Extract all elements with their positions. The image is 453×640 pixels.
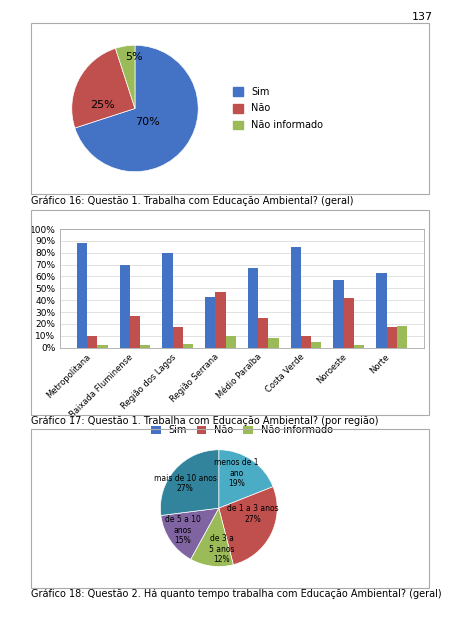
Bar: [120, 265, 130, 348]
Wedge shape: [75, 45, 198, 172]
Text: Gráfico 17: Questão 1. Trabalha com Educação Ambiental? (por região): Gráfico 17: Questão 1. Trabalha com Educ…: [31, 416, 378, 426]
Bar: [183, 344, 193, 348]
Text: de 3 a
5 anos
12%: de 3 a 5 anos 12%: [209, 534, 235, 564]
Wedge shape: [219, 450, 273, 508]
Text: de 1 a 3 anos
27%: de 1 a 3 anos 27%: [227, 504, 279, 524]
Text: menos de 1
ano
19%: menos de 1 ano 19%: [214, 458, 259, 488]
Bar: [140, 345, 150, 348]
Wedge shape: [116, 45, 135, 108]
Bar: [173, 328, 183, 348]
Legend: Sim, Não, Não informado: Sim, Não, Não informado: [149, 424, 335, 437]
Bar: [130, 316, 140, 348]
Wedge shape: [160, 450, 219, 515]
Text: mais de 10 anos
27%: mais de 10 anos 27%: [154, 474, 217, 493]
Bar: [344, 298, 354, 348]
Bar: [311, 342, 322, 348]
Text: Gráfico 18: Questão 2. Há quanto tempo trabalha com Educação Ambiental? (geral): Gráfico 18: Questão 2. Há quanto tempo t…: [31, 589, 441, 599]
Bar: [162, 253, 173, 348]
Wedge shape: [72, 49, 135, 128]
Bar: [376, 273, 386, 348]
Wedge shape: [191, 508, 233, 566]
Bar: [215, 292, 226, 348]
Bar: [354, 345, 364, 348]
Text: de 5 a 10
anos
15%: de 5 a 10 anos 15%: [165, 515, 201, 545]
Text: 5%: 5%: [125, 52, 143, 61]
Wedge shape: [219, 486, 277, 564]
Bar: [226, 336, 236, 348]
Bar: [269, 338, 279, 348]
Bar: [77, 243, 87, 348]
Bar: [205, 296, 215, 348]
Text: 70%: 70%: [135, 117, 160, 127]
Text: Gráfico 16: Questão 1. Trabalha com Educação Ambiental? (geral): Gráfico 16: Questão 1. Trabalha com Educ…: [31, 195, 353, 205]
Bar: [333, 280, 344, 348]
Bar: [397, 326, 407, 348]
Bar: [97, 345, 107, 348]
Bar: [87, 336, 97, 348]
Text: 25%: 25%: [90, 100, 115, 110]
Bar: [386, 328, 397, 348]
Wedge shape: [161, 508, 219, 559]
Text: 137: 137: [411, 12, 433, 22]
Bar: [301, 336, 311, 348]
Bar: [258, 318, 269, 348]
Bar: [291, 247, 301, 348]
Bar: [248, 268, 258, 348]
Legend: Sim, Não, Não informado: Sim, Não, Não informado: [231, 84, 325, 132]
